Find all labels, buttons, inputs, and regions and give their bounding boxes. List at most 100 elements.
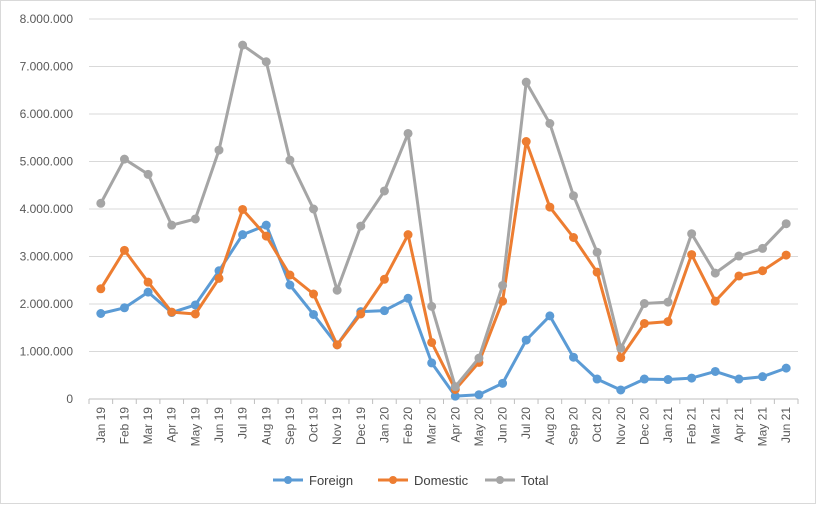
data-point-foreign: [238, 230, 248, 240]
data-point-foreign: [119, 303, 129, 313]
data-point-total: [285, 155, 295, 165]
y-tick-label: 4.000.000: [20, 202, 74, 216]
data-point-domestic: [758, 266, 768, 276]
x-tick-label: Jul 20: [519, 407, 533, 439]
data-point-foreign: [592, 374, 602, 384]
data-point-total: [143, 169, 153, 179]
data-point-total: [616, 343, 626, 353]
legend-item-total: Total: [485, 473, 549, 488]
data-point-domestic: [356, 309, 366, 319]
x-tick-label: Mar 20: [425, 407, 439, 445]
x-tick-label: Jan 20: [377, 407, 391, 443]
data-point-foreign: [734, 374, 744, 384]
legend-label-domestic: Domestic: [414, 473, 469, 488]
data-point-domestic: [285, 270, 295, 280]
data-point-domestic: [332, 340, 342, 350]
x-tick-label: Sep 19: [283, 407, 297, 445]
x-tick-label: Jun 19: [212, 407, 226, 443]
x-tick-label: May 19: [188, 407, 202, 447]
data-point-total: [568, 191, 578, 201]
x-tick-label: Dec 20: [637, 407, 651, 445]
data-point-total: [332, 285, 342, 295]
data-point-domestic: [734, 271, 744, 281]
data-point-domestic: [616, 353, 626, 363]
x-tick-label: Sep 20: [566, 407, 580, 445]
legend-marker-domestic: [389, 476, 397, 484]
legend-marker-foreign: [284, 476, 292, 484]
series-group: [96, 40, 791, 401]
gridlines: [89, 18, 798, 352]
data-point-total: [734, 251, 744, 261]
data-point-foreign: [143, 287, 153, 297]
series-domestic: [96, 137, 791, 394]
y-tick-label: 2.000.000: [20, 297, 74, 311]
x-tick-label: Jan 21: [661, 407, 675, 443]
data-point-total: [474, 353, 484, 363]
x-tick-label: May 21: [756, 407, 770, 447]
data-point-foreign: [521, 335, 531, 345]
x-tick-label: May 20: [472, 407, 486, 447]
x-tick-label: Apr 19: [165, 407, 179, 443]
data-point-domestic: [238, 204, 248, 214]
x-tick-label: Mar 19: [141, 407, 155, 445]
x-tick-label: Nov 20: [614, 407, 628, 445]
data-point-total: [592, 247, 602, 257]
data-point-total: [663, 297, 673, 307]
x-tick-label: Jun 21: [779, 407, 793, 443]
data-point-total: [545, 119, 555, 128]
y-tick-label: 6.000.000: [20, 107, 74, 121]
data-point-domestic: [545, 202, 555, 212]
data-point-total: [450, 382, 460, 392]
data-point-total: [639, 299, 649, 309]
data-point-total: [356, 221, 366, 231]
legend-item-foreign: Foreign: [273, 473, 353, 488]
series-total: [96, 40, 791, 392]
data-point-foreign: [781, 363, 791, 373]
x-tick-label: Oct 19: [307, 407, 321, 443]
data-point-total: [214, 145, 224, 155]
data-point-domestic: [214, 273, 224, 283]
y-tick-label: 8.000.000: [20, 12, 74, 26]
x-tick-label: Jan 19: [94, 407, 108, 443]
data-point-total: [498, 280, 508, 290]
y-axis-ticks: 0 1.000.000 2.000.000 3.000.000 4.000.000 5.0…: [20, 12, 74, 406]
legend-label-foreign: Foreign: [309, 473, 353, 488]
x-tick-label: Feb 19: [117, 407, 131, 445]
data-point-domestic: [309, 289, 319, 299]
y-tick-label: 0: [66, 392, 73, 406]
data-point-foreign: [309, 309, 319, 319]
series-line-total: [99, 43, 788, 389]
y-tick-label: 5.000.000: [20, 155, 74, 169]
data-point-domestic: [781, 250, 791, 260]
data-point-foreign: [710, 366, 720, 376]
data-point-foreign: [568, 352, 578, 362]
data-point-total: [710, 268, 720, 278]
legend-label-total: Total: [521, 473, 549, 488]
x-tick-label: Feb 21: [685, 407, 699, 445]
data-point-total: [190, 214, 200, 224]
x-tick-label: Apr 21: [732, 407, 746, 443]
data-point-total: [758, 243, 768, 253]
data-point-total: [167, 220, 177, 230]
data-point-domestic: [119, 245, 129, 255]
data-point-total: [427, 301, 437, 311]
data-point-domestic: [427, 337, 437, 347]
data-point-total: [96, 198, 106, 208]
data-point-domestic: [167, 307, 177, 317]
x-tick-label: Aug 20: [543, 407, 557, 445]
data-point-total: [119, 154, 129, 164]
x-tick-label: Jun 20: [496, 407, 510, 443]
data-point-domestic: [143, 277, 153, 287]
x-tick-label: Oct 20: [590, 407, 604, 443]
data-point-foreign: [379, 306, 389, 316]
y-tick-label: 3.000.000: [20, 250, 74, 264]
y-tick-label: 1.000.000: [20, 345, 74, 359]
x-axis: [88, 398, 799, 404]
data-point-domestic: [190, 309, 200, 319]
data-point-total: [781, 219, 791, 229]
data-point-foreign: [498, 378, 508, 388]
data-point-total: [521, 77, 531, 87]
x-axis-ticks: Jan 19 Feb 19 Mar 19 Apr 19 May 19 Jun 19 Jul …: [94, 407, 793, 447]
